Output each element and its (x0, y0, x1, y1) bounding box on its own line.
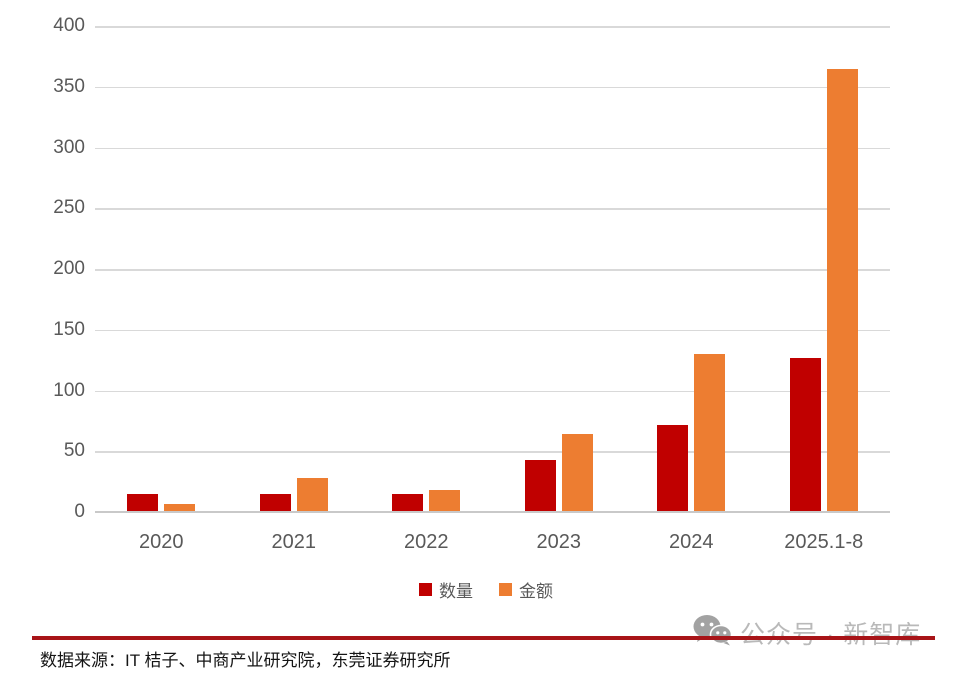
bar-series-1 (429, 490, 461, 512)
watermark: 公众号 · 新智库 (692, 614, 921, 651)
category-group (625, 26, 758, 512)
x-tick-label: 2021 (271, 531, 317, 553)
x-tick-label: 2020 (139, 531, 184, 553)
legend: 数量 金额 (0, 577, 960, 602)
bar-series-0 (657, 424, 689, 512)
y-tick-label: 100 (53, 379, 85, 401)
legend-label: 数量 (439, 582, 473, 601)
y-tick-label: 200 (53, 258, 85, 279)
bar-series-1 (296, 477, 328, 512)
bar-series-1 (561, 434, 593, 512)
y-tick-label: 150 (53, 318, 85, 340)
y-gridline (95, 269, 890, 271)
y-gridline (95, 147, 890, 149)
legend-swatch (499, 583, 512, 596)
x-tick-label: 2024 (669, 531, 714, 553)
x-axis-labels: 2020 2021 2022 2023 2024 2025.1-8 (95, 531, 890, 554)
y-tick-label: 400 (53, 15, 85, 36)
y-gridline (95, 86, 890, 89)
x-tick-label: 2025.1-8 (784, 531, 864, 553)
bar-series-1 (164, 503, 196, 512)
y-tick-label: 250 (53, 197, 85, 219)
bar-series-1 (694, 354, 726, 512)
bar-series-0 (524, 459, 556, 512)
bars-row (95, 26, 890, 512)
category-group (360, 26, 493, 512)
wechat-icon (692, 614, 733, 651)
watermark-text: 公众号 · 新智库 (740, 620, 922, 649)
x-axis-line (95, 511, 890, 513)
x-tick-label: 2023 (536, 531, 582, 553)
legend-swatch (419, 583, 432, 596)
category-group (493, 26, 626, 512)
bar-series-1 (826, 68, 858, 512)
footer-divider-line (32, 636, 935, 640)
y-tick-label: 50 (63, 440, 85, 462)
y-axis-labels: 0 50 100 150 200 250 300 350 400 (0, 15, 85, 522)
x-tick-label: 2022 (404, 531, 449, 553)
y-gridline (95, 26, 890, 28)
data-source-text: 数据来源：IT 桔子、中商产业研究院，东莞证券研究所 (40, 651, 451, 670)
y-gridline (95, 329, 890, 332)
y-gridline (95, 208, 890, 210)
bar-series-0 (259, 493, 291, 512)
category-group (758, 26, 891, 512)
y-tick-label: 300 (53, 136, 85, 158)
bar-series-0 (789, 357, 821, 512)
y-gridline (95, 390, 890, 392)
category-group (95, 26, 228, 512)
category-group (228, 26, 361, 512)
legend-item: 金额 (499, 577, 553, 602)
y-tick-label: 0 (74, 501, 85, 522)
bar-series-0 (392, 493, 424, 512)
bar-series-0 (127, 493, 159, 512)
y-tick-label: 350 (53, 75, 85, 97)
legend-item: 数量 (419, 577, 473, 602)
plot-area (95, 26, 890, 513)
legend-label: 金额 (519, 582, 553, 601)
y-gridline (95, 451, 890, 453)
